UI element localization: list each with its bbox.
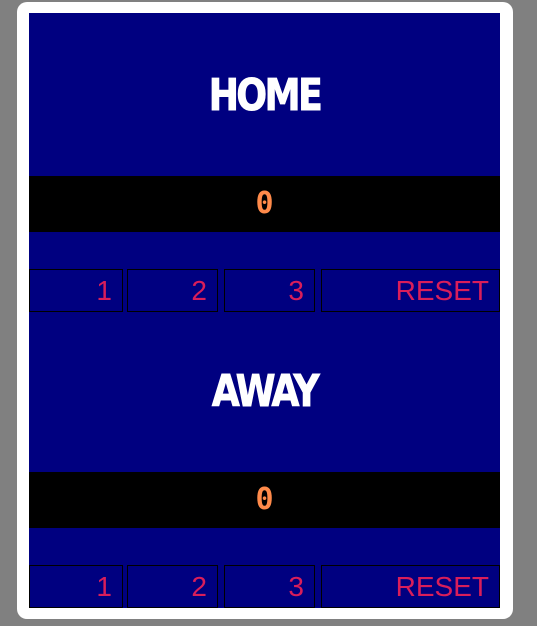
home-reset-button[interactable]: RESET: [321, 269, 500, 312]
home-team-name: HOME: [208, 70, 323, 121]
home-button-row: 1 2 3 RESET: [29, 269, 500, 312]
home-score: 0: [255, 186, 274, 221]
scoreboard-card: HOME 0 1 2 3 RESET AWAY 0 1 2 3 RESET: [17, 2, 513, 619]
home-add-2-button[interactable]: 2: [127, 269, 218, 312]
home-score-display: 0: [29, 176, 500, 232]
home-add-3-button[interactable]: 3: [224, 269, 315, 312]
away-team-name: AWAY: [211, 366, 320, 417]
away-reset-button[interactable]: RESET: [321, 565, 500, 608]
away-score-display: 0: [29, 472, 500, 528]
scoreboard: HOME 0 1 2 3 RESET AWAY 0 1 2 3 RESET: [29, 13, 500, 608]
away-add-3-button[interactable]: 3: [224, 565, 315, 608]
away-button-row: 1 2 3 RESET: [29, 565, 500, 608]
away-score: 0: [255, 482, 274, 517]
away-add-2-button[interactable]: 2: [127, 565, 218, 608]
away-add-1-button[interactable]: 1: [29, 565, 123, 608]
home-add-1-button[interactable]: 1: [29, 269, 123, 312]
